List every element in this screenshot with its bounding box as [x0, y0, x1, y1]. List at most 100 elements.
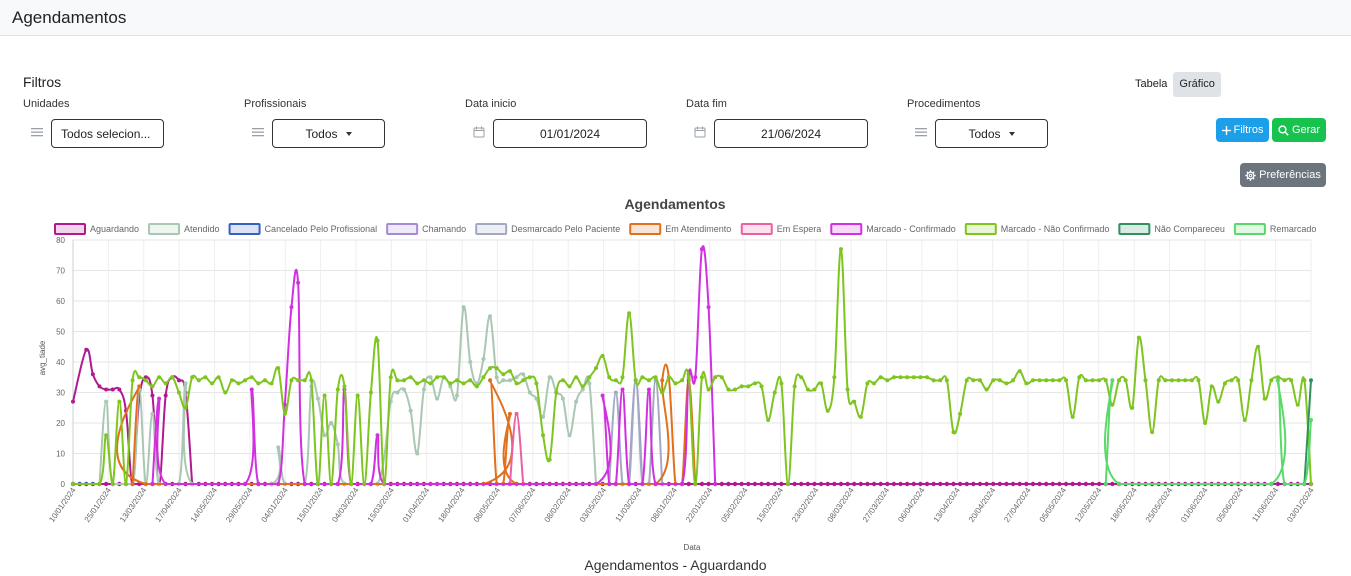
- data-point: [163, 381, 168, 386]
- chart2-title: Agendamentos - Aguardando: [584, 557, 767, 573]
- data-point: [349, 482, 354, 486]
- data-inicio-input[interactable]: 01/01/2024: [493, 119, 647, 148]
- data-point: [567, 384, 572, 389]
- data-point: [838, 247, 843, 252]
- data-point: [97, 482, 102, 486]
- data-point: [461, 305, 466, 310]
- data-point: [719, 375, 724, 380]
- legend-swatch: [228, 223, 261, 235]
- x-tick-label: 27/04/2024: [1002, 486, 1033, 524]
- series-line-nao-compareceu: [1303, 380, 1312, 485]
- data-point: [1044, 378, 1049, 383]
- data-point: [196, 378, 201, 383]
- gerar-button[interactable]: Gerar: [1272, 118, 1326, 142]
- data-point: [104, 433, 109, 438]
- data-point: [256, 381, 261, 386]
- data-point: [640, 375, 645, 380]
- legend-swatch: [54, 223, 86, 235]
- x-tick-label: 08/05/2024: [472, 486, 503, 524]
- data-point: [229, 378, 234, 383]
- data-point: [170, 375, 175, 380]
- data-point: [699, 375, 704, 380]
- preferencias-button-label: Preferências: [1259, 169, 1321, 181]
- data-point: [733, 387, 738, 392]
- data-fim-input[interactable]: 21/06/2024: [714, 119, 868, 148]
- gerar-button-label: Gerar: [1291, 124, 1321, 136]
- legend-swatch: [386, 223, 419, 235]
- legend-item-nao-compareceu[interactable]: Não Compareceu: [1118, 223, 1225, 235]
- data-point: [607, 482, 612, 486]
- legend-item-aguardando[interactable]: Aguardando: [54, 223, 139, 235]
- legend-label: Em Espera: [777, 224, 822, 234]
- data-point: [792, 384, 797, 389]
- legend-label: Marcado - Confirmado: [866, 224, 956, 234]
- data-point: [858, 414, 863, 419]
- data-point: [918, 375, 923, 380]
- data-point: [759, 384, 764, 389]
- data-point: [1183, 378, 1188, 383]
- filtros-button[interactable]: Filtros: [1216, 118, 1269, 142]
- profissionais-dropdown[interactable]: Todos: [272, 119, 385, 148]
- data-point: [130, 378, 135, 383]
- data-point: [812, 387, 817, 392]
- data-point: [772, 390, 777, 395]
- legend-swatch: [148, 223, 181, 235]
- data-point: [368, 390, 373, 395]
- data-point: [521, 378, 526, 383]
- data-point: [117, 399, 122, 404]
- unidades-select[interactable]: Todos selecion...: [51, 119, 164, 148]
- data-point: [878, 375, 883, 380]
- legend-label: Em Atendimento: [665, 224, 731, 234]
- x-tick-label: 04/01/2024: [260, 486, 291, 524]
- legend-item-cancelado-pelo-profissional[interactable]: Cancelado Pelo Profissional: [228, 223, 378, 235]
- data-point: [666, 375, 671, 380]
- y-tick-label: 70: [56, 267, 65, 276]
- legend-swatch: [475, 223, 508, 235]
- data-point: [415, 381, 420, 386]
- legend-item-chamando[interactable]: Chamando: [386, 223, 466, 235]
- data-point: [276, 482, 281, 486]
- data-point: [342, 384, 347, 389]
- procedimentos-dropdown[interactable]: Todos: [935, 119, 1048, 148]
- data-point: [534, 381, 539, 386]
- legend-label: Atendido: [184, 224, 220, 234]
- data-point: [958, 411, 963, 416]
- legend-item-atendido[interactable]: Atendido: [148, 223, 220, 235]
- gear-icon: [1245, 169, 1256, 181]
- data-point: [1302, 482, 1307, 486]
- data-point: [97, 384, 102, 389]
- data-point: [282, 411, 287, 416]
- data-point: [991, 378, 996, 383]
- data-point: [481, 375, 486, 380]
- data-point: [249, 387, 254, 392]
- data-point: [322, 433, 327, 438]
- data-point: [1037, 378, 1042, 383]
- tab-grafico[interactable]: Gráfico: [1173, 72, 1221, 97]
- legend-item-em-espera[interactable]: Em Espera: [740, 223, 822, 235]
- filtros-button-label: Filtros: [1233, 124, 1264, 136]
- data-point: [137, 375, 142, 380]
- x-tick-label: 25/05/2024: [1144, 486, 1175, 524]
- legend-item-em-atendimento[interactable]: Em Atendimento: [629, 223, 731, 235]
- legend-label: Não Compareceu: [1154, 224, 1225, 234]
- tab-tabela[interactable]: Tabela: [1129, 72, 1174, 97]
- legend-item-remarcado[interactable]: Remarcado: [1233, 223, 1317, 235]
- y-tick-label: 40: [56, 358, 65, 367]
- data-point: [872, 381, 877, 386]
- data-point: [362, 482, 367, 486]
- data-point: [938, 378, 943, 383]
- legend-item-marcado-nao-confirmado[interactable]: Marcado - Não Confirmado: [964, 223, 1110, 235]
- procedimentos-label: Procedimentos: [907, 98, 981, 110]
- legend-item-desmarcado-pelo-paciente[interactable]: Desmarcado Pelo Paciente: [475, 223, 620, 235]
- x-tick-label: 06/04/2024: [896, 486, 927, 524]
- data-point: [375, 433, 380, 438]
- list-icon: [31, 128, 43, 137]
- x-tick-label: 07/06/2024: [507, 486, 538, 524]
- data-point: [468, 378, 473, 383]
- list-icon: [252, 128, 264, 137]
- data-point: [488, 378, 493, 383]
- data-point: [183, 405, 188, 410]
- preferencias-button[interactable]: Preferências: [1240, 163, 1326, 187]
- data-point: [944, 378, 949, 383]
- legend-item-marcado-confirmado[interactable]: Marcado - Confirmado: [830, 223, 956, 235]
